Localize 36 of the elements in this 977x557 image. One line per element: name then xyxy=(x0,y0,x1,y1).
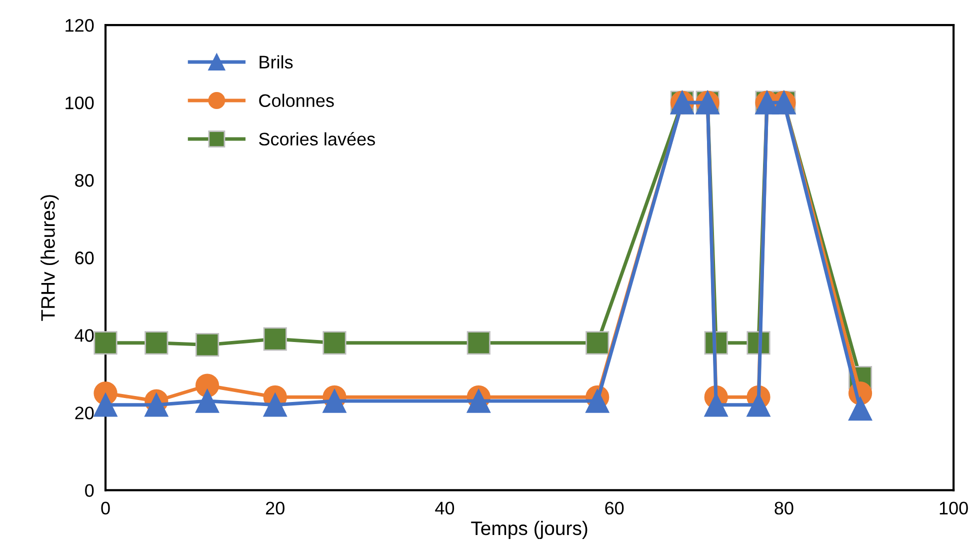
point xyxy=(144,331,168,355)
y-tick-label: 80 xyxy=(75,174,94,187)
legend-label: Brils xyxy=(260,55,293,69)
point xyxy=(144,393,168,417)
point xyxy=(848,396,872,421)
point xyxy=(195,374,220,398)
x-tick-label: 60 xyxy=(605,502,624,515)
point xyxy=(263,393,287,417)
y-tick-label: 120 xyxy=(66,19,94,32)
point xyxy=(586,389,610,413)
point xyxy=(94,331,118,355)
y-tick-label: 100 xyxy=(66,96,94,110)
point xyxy=(195,389,220,413)
x-tick-label: 20 xyxy=(266,502,284,515)
y-tick-label: 20 xyxy=(75,406,94,420)
legend-label: Colonnes xyxy=(259,94,334,108)
y-tick-label: 0 xyxy=(85,484,94,497)
x-axis-title: Temps (jours) xyxy=(471,520,588,540)
y-tick-label: 60 xyxy=(75,252,94,264)
legend-label: Scories lavées xyxy=(259,132,375,146)
point xyxy=(322,331,346,355)
point xyxy=(586,331,610,355)
x-tick-label: 40 xyxy=(435,502,454,515)
x-tick-label: 0 xyxy=(101,502,110,515)
point xyxy=(263,327,287,351)
x-tick-label: 100 xyxy=(940,502,968,515)
y-tick-label: 40 xyxy=(74,329,94,342)
point xyxy=(466,331,490,355)
point xyxy=(704,393,728,417)
point xyxy=(195,333,220,357)
x-tick-label: 80 xyxy=(774,502,794,515)
point xyxy=(746,393,770,417)
y-axis-title: TRHv (heures) xyxy=(40,195,59,321)
point xyxy=(322,389,346,413)
point xyxy=(466,389,490,413)
point xyxy=(94,393,118,417)
